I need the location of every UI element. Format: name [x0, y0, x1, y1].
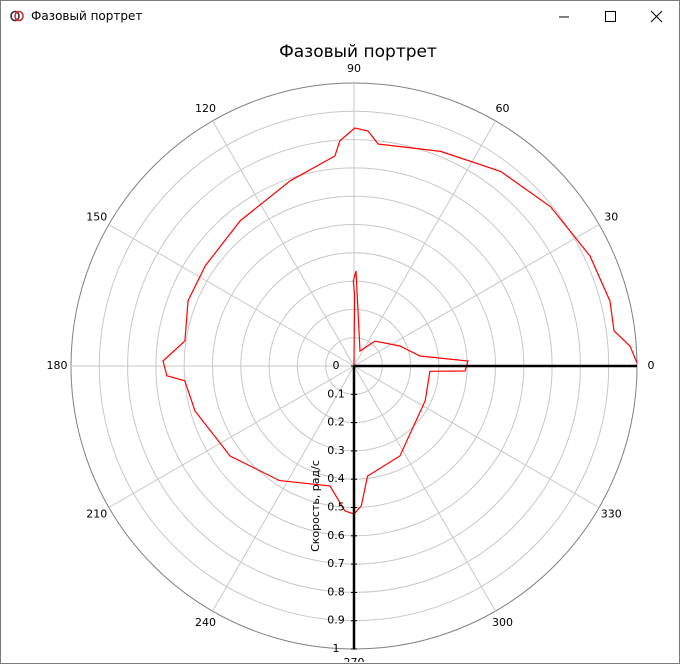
series-line	[162, 127, 638, 515]
theta-tick-label: 240	[195, 616, 216, 629]
theta-tick-label: 0	[648, 359, 655, 372]
r-tick-label: 0.2	[327, 416, 345, 429]
app-icon	[10, 10, 24, 22]
theta-tick-label: 60	[496, 102, 510, 115]
minimize-button[interactable]	[541, 1, 587, 32]
window-title: Фазовый портрет	[31, 9, 143, 23]
chart-title: Фазовый портрет	[279, 42, 437, 62]
r-tick-label: 0	[333, 359, 340, 372]
r-tick-label: 0.4	[327, 472, 345, 485]
close-button[interactable]	[633, 1, 679, 32]
theta-tick-label: 30	[604, 211, 618, 224]
r-tick-label: 0.3	[327, 444, 345, 457]
grid-spoke	[353, 365, 600, 508]
r-tick-label: 0.6	[327, 529, 345, 542]
theta-tick-label: 150	[86, 211, 107, 224]
theta-tick-label: 120	[195, 102, 216, 115]
grid-spoke	[353, 365, 496, 612]
r-tick-label: 0.1	[327, 387, 345, 400]
grid-spoke	[212, 365, 355, 612]
grid-spoke	[108, 365, 355, 508]
grid-spoke	[353, 224, 600, 367]
r-axis-label: Скорость, рад/с	[309, 460, 322, 552]
theta-tick-label: 270	[344, 656, 365, 662]
title-bar: Фазовый портрет	[1, 1, 679, 32]
chart: Фазовый портрет 0 30 60 90 120 150 180 210 240 27…	[47, 42, 655, 662]
r-tick-label: 0.5	[327, 501, 345, 514]
r-tick-label: 1	[333, 642, 340, 655]
r-tick-label: 0.7	[327, 557, 345, 570]
theta-tick-label: 210	[86, 508, 107, 521]
r-tick-label: 0.8	[327, 585, 345, 598]
theta-tick-label: 300	[492, 616, 513, 629]
theta-tick-label: 90	[347, 62, 361, 75]
r-tick-label: 0.9	[327, 614, 345, 627]
theta-tick-label: 330	[601, 508, 622, 521]
grid-spoke	[353, 120, 496, 367]
theta-tick-label: 180	[47, 359, 68, 372]
maximize-button[interactable]	[587, 1, 633, 32]
grid-spoke	[212, 120, 355, 367]
grid-spoke	[108, 224, 355, 367]
